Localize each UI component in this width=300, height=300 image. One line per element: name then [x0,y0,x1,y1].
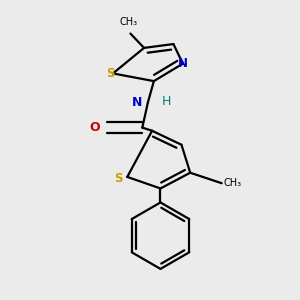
Text: CH₃: CH₃ [120,17,138,27]
Text: N: N [178,57,188,70]
Text: CH₃: CH₃ [224,178,242,188]
Text: N: N [132,96,143,109]
Text: H: H [162,95,171,108]
Text: S: S [106,67,114,80]
Text: S: S [114,172,123,185]
Text: O: O [89,121,100,134]
